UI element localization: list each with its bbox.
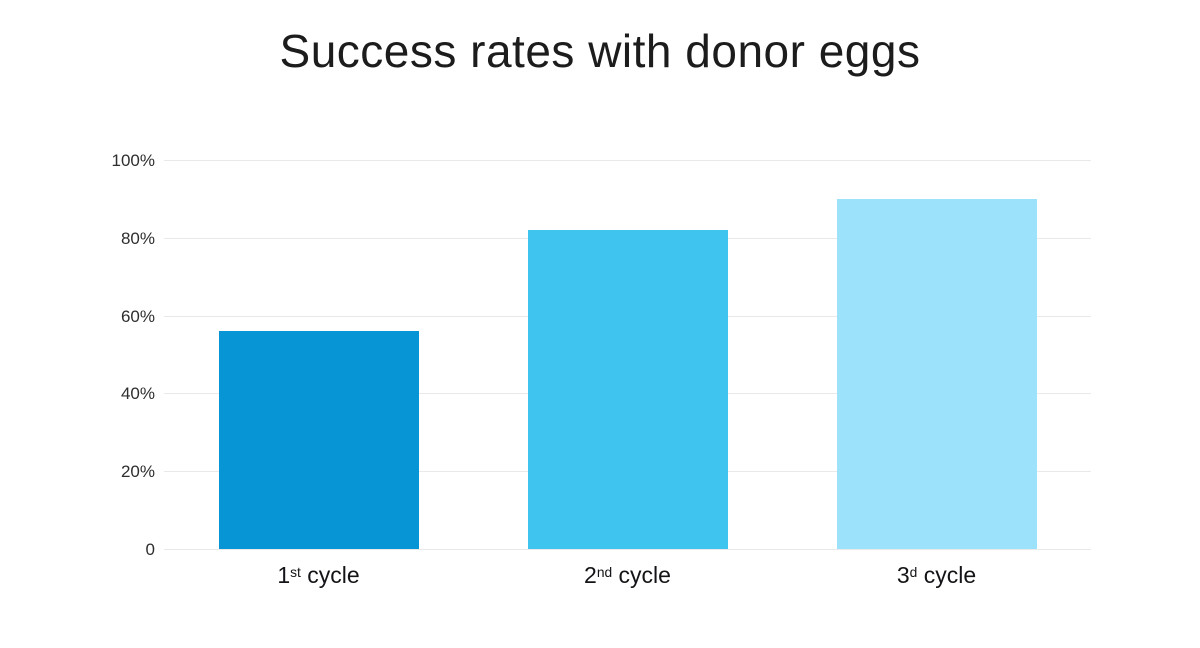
gridline-0 xyxy=(164,549,1091,550)
gridline-100 xyxy=(164,160,1091,161)
y-axis-tick-label: 20% xyxy=(120,462,155,482)
category-label-word: cycle xyxy=(612,562,671,588)
plot-area: 100% 80% 60% 40% 20% 0 1st cycle 2nd cycle 3d cy… xyxy=(112,152,1091,588)
bar-1st-cycle xyxy=(218,331,419,549)
category-label-word: cycle xyxy=(300,562,360,588)
chart-title: Success rates with donor eggs xyxy=(279,25,921,77)
category-label-word: cycle xyxy=(917,562,977,588)
bar-3d-cycle xyxy=(836,198,1037,549)
category-label-number: 1 xyxy=(277,562,291,588)
category-label-ordinal-suffix: d xyxy=(909,565,918,581)
x-axis-category-label: 1st cycle xyxy=(164,562,473,590)
x-axis-category-label: 3d cycle xyxy=(782,562,1091,590)
y-axis-tick-label: 100% xyxy=(111,151,155,170)
y-axis-tick-label: 40% xyxy=(120,384,155,404)
category-label-number: 2 xyxy=(584,562,597,588)
category-label-ordinal-suffix: nd xyxy=(596,565,613,581)
category-label-ordinal-suffix: st xyxy=(290,565,301,581)
category-label-number: 3 xyxy=(896,562,910,588)
y-axis-tick-label: 0 xyxy=(145,540,155,559)
bar-2nd-cycle xyxy=(527,230,728,549)
y-axis-tick-label: 80% xyxy=(120,228,155,248)
x-axis-category-label: 2nd cycle xyxy=(473,562,782,590)
y-axis-tick-label: 60% xyxy=(120,306,155,326)
